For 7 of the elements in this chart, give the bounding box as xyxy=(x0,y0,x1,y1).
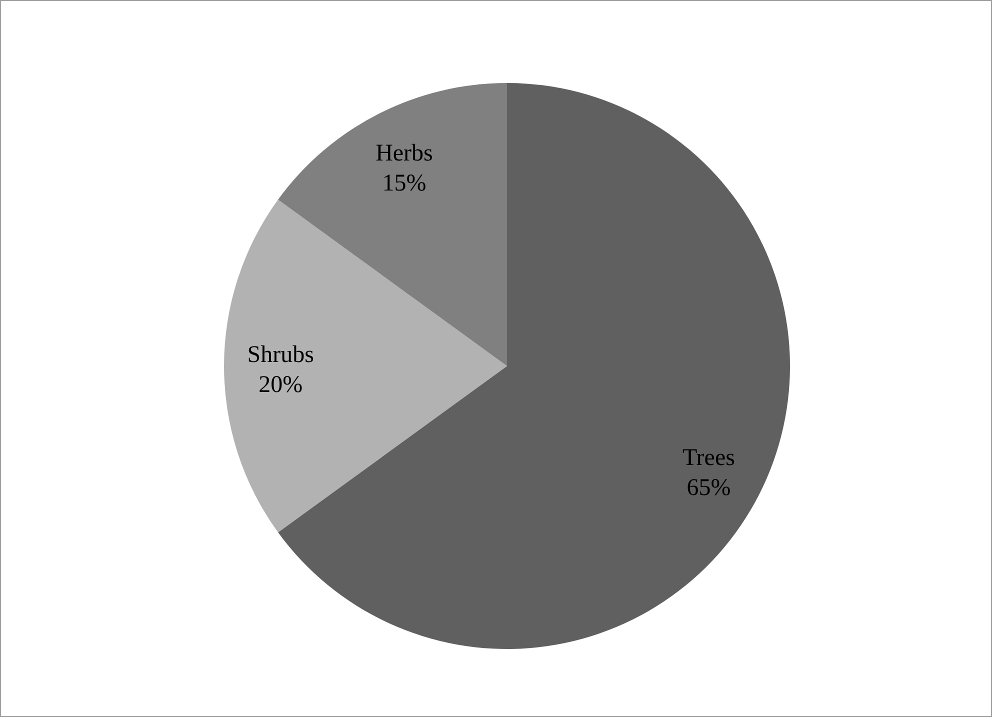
slice-label: Trees xyxy=(682,444,735,471)
slice-label: Herbs xyxy=(376,140,433,166)
pie-slice xyxy=(224,200,507,532)
data-label: 20% xyxy=(258,372,303,398)
data-label: 15% xyxy=(382,170,426,196)
data-label: 65% xyxy=(686,474,731,501)
slice-label: Shrubs xyxy=(247,342,314,368)
